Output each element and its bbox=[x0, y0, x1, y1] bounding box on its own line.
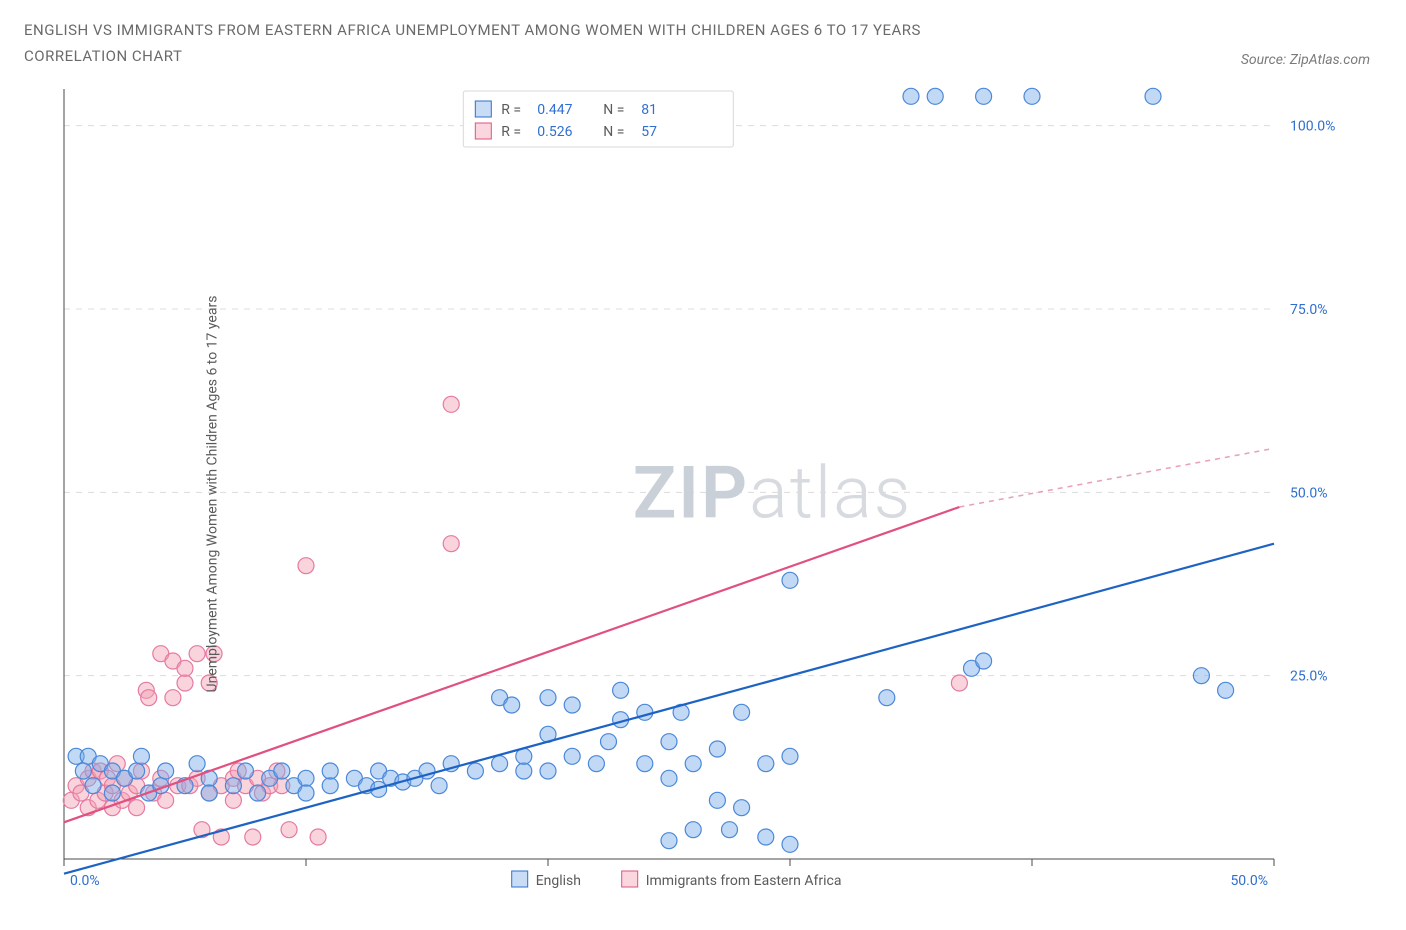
svg-text:25.0%: 25.0% bbox=[1290, 669, 1328, 685]
chart-title-line2: CORRELATION CHART bbox=[24, 44, 1382, 70]
svg-text:N =: N = bbox=[603, 102, 624, 118]
svg-text:50.0%: 50.0% bbox=[1230, 873, 1268, 889]
svg-text:50.0%: 50.0% bbox=[1290, 485, 1328, 501]
chart-container: Unemployment Among Women with Children A… bbox=[24, 79, 1382, 909]
correlation-scatter-chart: ZIPatlas 0.0% 50.0% 25.0% 50.0% 75.0% 100.0% R … bbox=[24, 79, 1384, 909]
svg-text:57: 57 bbox=[641, 124, 657, 140]
svg-text:R =: R = bbox=[501, 124, 521, 140]
y-axis-label: Unemployment Among Women with Children A… bbox=[204, 296, 220, 693]
svg-text:0.526: 0.526 bbox=[537, 124, 572, 140]
source-prefix: Source: bbox=[1241, 52, 1290, 68]
svg-text:Immigrants from Eastern Africa: Immigrants from Eastern Africa bbox=[646, 873, 842, 889]
svg-text:English: English bbox=[536, 873, 581, 889]
svg-text:0.0%: 0.0% bbox=[70, 873, 100, 889]
svg-text:R =: R = bbox=[501, 102, 521, 118]
svg-text:75.0%: 75.0% bbox=[1290, 302, 1328, 318]
svg-text:100.0%: 100.0% bbox=[1290, 119, 1335, 135]
source-citation: Source: ZipAtlas.com bbox=[1241, 52, 1370, 68]
svg-text:ZIPatlas: ZIPatlas bbox=[633, 450, 913, 535]
source-name: ZipAtlas.com bbox=[1290, 52, 1370, 68]
svg-text:N =: N = bbox=[603, 124, 624, 140]
chart-title-line1: ENGLISH VS IMMIGRANTS FROM EASTERN AFRIC… bbox=[24, 18, 1382, 44]
svg-text:81: 81 bbox=[641, 102, 657, 118]
svg-text:0.447: 0.447 bbox=[537, 102, 572, 118]
